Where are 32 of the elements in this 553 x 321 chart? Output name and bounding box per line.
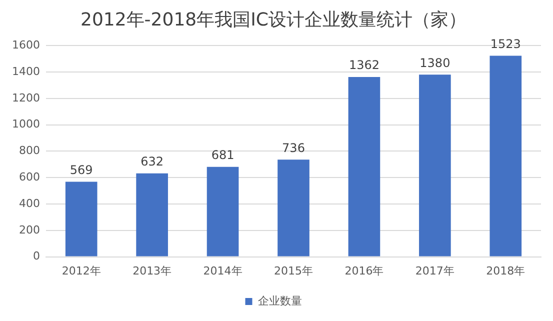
bar bbox=[136, 173, 168, 256]
legend-label: 企业数量 bbox=[258, 294, 302, 308]
data-label: 632 bbox=[140, 154, 164, 168]
x-tick-label: 2018年 bbox=[486, 264, 526, 278]
bar bbox=[490, 56, 522, 256]
x-tick-label: 2016年 bbox=[344, 264, 384, 278]
x-tick-label: 2014年 bbox=[203, 264, 242, 278]
x-tick-label: 2013年 bbox=[132, 264, 172, 278]
data-label: 1380 bbox=[420, 56, 450, 70]
data-label: 681 bbox=[211, 148, 234, 162]
bar bbox=[278, 160, 310, 256]
chart-title: 2012年-2018年我国IC设计企业数量统计（家） bbox=[80, 9, 466, 30]
y-tick-label: 0 bbox=[32, 250, 40, 263]
y-tick-label: 1000 bbox=[12, 118, 40, 131]
bar bbox=[206, 166, 239, 256]
y-tick-label: 800 bbox=[18, 144, 40, 158]
bar bbox=[348, 77, 380, 256]
data-label: 1523 bbox=[490, 36, 521, 51]
data-label: 1362 bbox=[348, 58, 380, 72]
bar bbox=[419, 74, 451, 256]
bar bbox=[65, 182, 98, 256]
y-tick-label: 400 bbox=[18, 196, 40, 210]
x-tick-label: 2015年 bbox=[274, 264, 313, 278]
y-tick-label: 1600 bbox=[12, 38, 40, 52]
y-tick-label: 600 bbox=[18, 170, 40, 184]
y-tick-label: 200 bbox=[18, 223, 40, 236]
data-label: 569 bbox=[70, 162, 93, 177]
y-tick-label: 1200 bbox=[12, 91, 40, 104]
data-label: 736 bbox=[282, 140, 305, 155]
y-tick-label: 1400 bbox=[12, 64, 40, 78]
x-tick-label: 2017年 bbox=[415, 264, 454, 278]
x-tick-label: 2012年 bbox=[62, 264, 101, 278]
